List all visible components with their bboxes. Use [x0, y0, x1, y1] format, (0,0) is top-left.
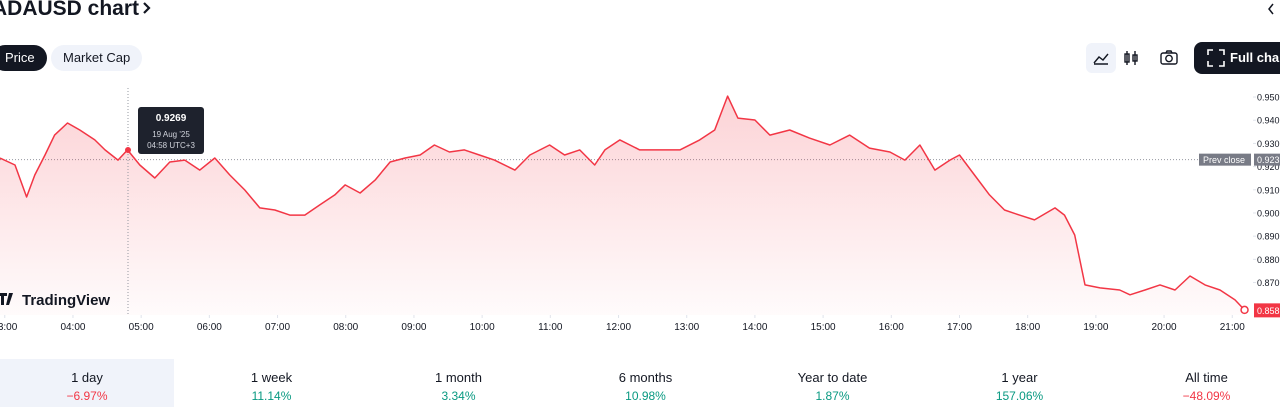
x-tick-label: 05:00 [129, 322, 154, 333]
period-tab[interactable]: 1 year 157.06% [926, 359, 1113, 407]
last-price-badge [1254, 303, 1280, 318]
y-tick-label: 0.930 [1257, 139, 1280, 149]
x-tick-label: 09:00 [401, 322, 426, 333]
last-price-label: 0.858 [1257, 306, 1280, 316]
period-change: −48.09% [1182, 389, 1231, 403]
x-tick-label: 07:00 [265, 322, 290, 333]
tooltip-value: 0.9269 [156, 113, 187, 124]
y-tick-label: 0.900 [1257, 208, 1280, 218]
period-label: 1 year [1001, 370, 1038, 385]
tab-price[interactable]: Price [0, 45, 47, 71]
period-label: Year to date [797, 370, 868, 385]
y-tick-label: 0.910 [1257, 185, 1280, 195]
tooltip-box [138, 107, 204, 154]
tooltip-time: 04:58 UTC+3 [147, 141, 195, 150]
x-tick-label: 03:00 [0, 322, 18, 333]
prev-close-value-badge [1254, 153, 1280, 166]
y-tick-label: 0.950 [1257, 93, 1280, 103]
tooltip-date: 19 Aug '25 [152, 130, 190, 139]
period-change: 1.87% [815, 389, 850, 403]
y-tick-label: 0.890 [1257, 232, 1280, 242]
y-tick-label: 0.880 [1257, 255, 1280, 265]
x-tick-label: 12:00 [606, 322, 631, 333]
period-change: 157.06% [995, 389, 1044, 403]
period-change: 11.14% [251, 389, 292, 403]
period-change: −6.97% [66, 389, 108, 403]
snapshot-button[interactable] [1154, 43, 1184, 73]
watermark-text: TradingView [22, 292, 110, 309]
price-line [0, 95, 1246, 311]
x-tick-label: 20:00 [1152, 322, 1177, 333]
y-tick-label: 0.920 [1257, 162, 1280, 172]
x-tick-label: 15:00 [811, 322, 836, 333]
x-tick-label: 16:00 [879, 322, 904, 333]
y-tick-label: 0.870 [1257, 278, 1280, 288]
logo-icon [0, 293, 13, 305]
title-text: ADAUSD chart [0, 0, 140, 20]
x-tick-label: 13:00 [674, 322, 699, 333]
period-tab[interactable]: Year to date 1.87% [739, 359, 926, 407]
x-tick-label: 18:00 [1015, 322, 1040, 333]
period-label: 1 month [435, 370, 482, 385]
period-tab[interactable]: 1 day −6.97% [0, 359, 174, 407]
x-tick-label: 11:00 [538, 322, 563, 333]
prev-close-label: Prev close [1203, 155, 1245, 165]
period-change: 10.98% [625, 389, 666, 403]
watermark: TradingView [0, 292, 110, 309]
x-tick-label: 10:00 [470, 322, 495, 333]
x-tick-label: 14:00 [742, 322, 767, 333]
plot-area: 03:00 04:00 05:00 06:00 07:00 08:00 09:00 10:00… [0, 93, 1280, 333]
full-chart-label: Full chart [1230, 50, 1280, 65]
tab-market-cap[interactable]: Market Cap [51, 45, 143, 71]
period-label: All time [1185, 370, 1228, 385]
period-bar: 1 day −6.97% 1 week 11.14% 1 month 3.34% 6 mon… [0, 359, 1280, 407]
prev-close-badge [1199, 153, 1251, 166]
x-tick-label: 21:00 [1220, 322, 1245, 333]
period-label: 1 week [250, 370, 293, 385]
x-tick-label: 19:00 [1083, 322, 1108, 333]
y-tick-label: 0.940 [1257, 116, 1280, 126]
period-tab[interactable]: 1 month 3.34% [365, 359, 552, 407]
area-fill [0, 96, 1245, 315]
period-tab[interactable]: All time −48.09% [1113, 359, 1280, 407]
period-change: 3.34% [441, 389, 476, 403]
collapse-icon[interactable] [1268, 3, 1274, 15]
prev-close-value: 0.923 [1257, 155, 1280, 165]
period-label: 6 months [618, 370, 673, 385]
last-point [1240, 305, 1249, 315]
candle-chart-button[interactable] [1116, 43, 1146, 73]
x-tick-label: 06:00 [197, 322, 222, 333]
full-chart-button[interactable]: Full chart [1194, 42, 1280, 74]
title-chevron[interactable] [141, 0, 153, 15]
x-tick-label: 04:00 [60, 322, 85, 333]
tooltip: 0.9269 19 Aug '25 04:58 UTC+3 [138, 107, 204, 154]
period-tab[interactable]: 6 months 10.98% [552, 359, 739, 407]
x-tick-label: 08:00 [333, 322, 358, 333]
crosshair-dot [125, 147, 131, 153]
period-tab[interactable]: 1 week 11.14% [178, 359, 365, 407]
line-chart-button[interactable] [1086, 43, 1116, 73]
x-tick-label: 17:00 [947, 322, 972, 333]
period-label: 1 day [71, 370, 103, 385]
title: ADAUSD chart [0, 0, 153, 21]
